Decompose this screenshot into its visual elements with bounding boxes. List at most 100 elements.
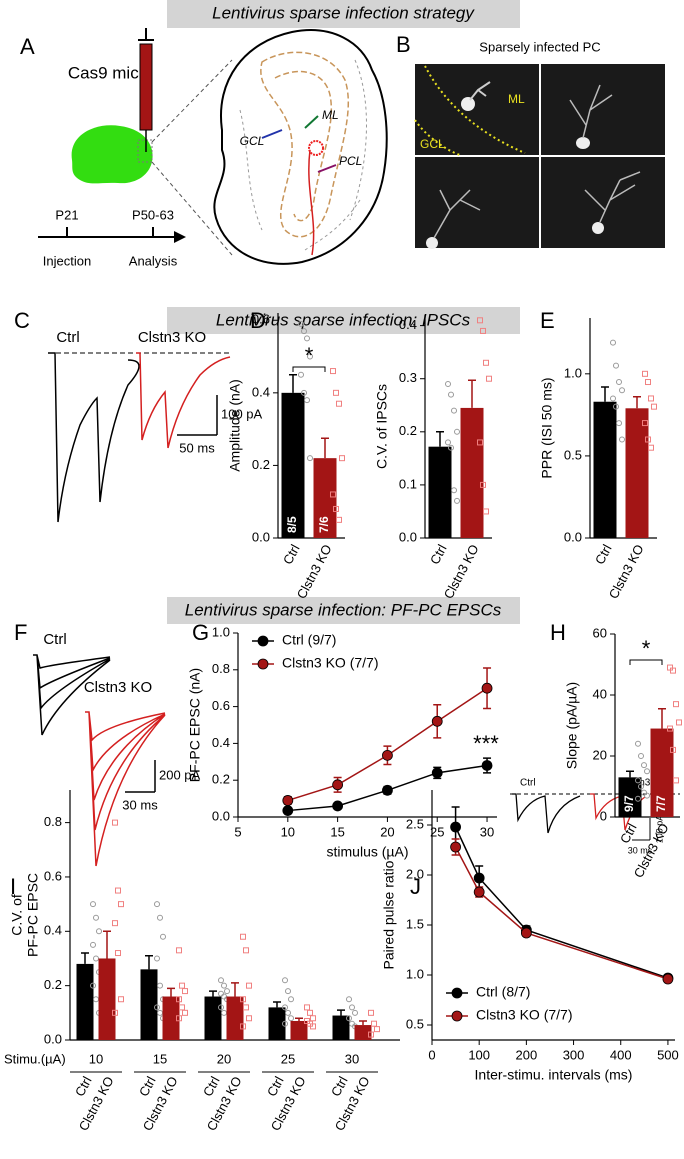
y-tick-label: 1.5: [406, 916, 424, 931]
data-point: [240, 996, 246, 1003]
data-point: [454, 497, 460, 504]
data-point: [221, 1009, 227, 1016]
panel-letter: A: [20, 34, 35, 59]
trace: [136, 352, 231, 449]
bar: [313, 458, 337, 538]
y-axis-title: C.V. of IPSCs: [374, 384, 390, 469]
error-bar: [273, 1001, 281, 1008]
y-tick-label: 0.8: [44, 814, 62, 829]
data-point: [333, 389, 339, 396]
data-point: [298, 320, 304, 327]
data-point: [96, 928, 102, 935]
data-point: [218, 977, 224, 984]
group-label: 25: [281, 1051, 295, 1066]
axon: [308, 149, 315, 256]
y-tick-label: 0.0: [564, 529, 582, 544]
data-point: [644, 792, 650, 799]
data-point: [645, 436, 651, 443]
banner-bg: [167, 307, 520, 334]
data-point: [243, 947, 249, 954]
x-tick-label: 5: [234, 824, 241, 839]
data-point: [352, 1009, 358, 1016]
data-point: [635, 740, 641, 747]
bar: [290, 1020, 308, 1040]
data-point: [246, 1015, 252, 1022]
annotation: ***: [473, 731, 499, 756]
data-point: [182, 1009, 188, 1016]
data-point: [218, 1004, 224, 1011]
y-tick-label: 0.1: [399, 476, 417, 491]
data-point: [451, 407, 457, 414]
bar: [76, 963, 94, 1040]
panel-a: Cas9 mice P21 P50-63 Injection Analysis …: [38, 28, 388, 268]
legend-label: Ctrl (8/7): [476, 984, 530, 1000]
group-label: 30: [345, 1051, 359, 1066]
group-label: 20: [217, 1051, 231, 1066]
data-point: [154, 955, 160, 962]
data-point: [642, 420, 648, 427]
error-bar: [321, 437, 329, 459]
data-point: [382, 784, 393, 796]
data-point: [616, 379, 622, 386]
data-point: [118, 901, 124, 908]
y-tick-label: 0.6: [212, 698, 230, 713]
data-point: [662, 973, 674, 985]
data-point: [619, 387, 625, 394]
layer-line: [260, 51, 350, 238]
bar: [98, 958, 116, 1040]
group-label: 10: [89, 1051, 103, 1066]
data-point: [93, 955, 99, 962]
data-point: [176, 947, 182, 954]
syringe: [139, 43, 153, 131]
data-point: [610, 339, 616, 346]
error-bar: [167, 987, 175, 997]
data-point: [304, 397, 310, 404]
arrow: [317, 164, 337, 173]
data-point: [648, 395, 654, 402]
legend-marker: [257, 635, 269, 647]
error-bar: [209, 990, 217, 997]
banner-bg: [167, 0, 520, 28]
timeline-event: Analysis: [129, 253, 178, 268]
data-point: [651, 403, 657, 410]
y-tick-label: 0.2: [212, 772, 230, 787]
data-point: [644, 768, 650, 775]
bar: [460, 407, 484, 538]
data-point: [288, 1015, 294, 1022]
x-tick-label: 10: [281, 824, 295, 839]
data-point: [431, 715, 443, 727]
y-tick-label: 0.0: [399, 529, 417, 544]
region-label: ML: [322, 108, 339, 122]
scale-label: 100 pA: [221, 406, 263, 421]
arrow: [304, 115, 319, 129]
data-point: [616, 420, 622, 427]
data-point: [157, 914, 163, 921]
cell: [426, 237, 438, 249]
data-point: [481, 760, 493, 771]
bar: [281, 392, 305, 538]
scale-label: 30 ms: [122, 797, 158, 812]
dendrite: [433, 189, 481, 239]
data-point: [112, 920, 118, 927]
data-point: [176, 1015, 182, 1022]
data-point: [638, 753, 644, 759]
data-point: [670, 667, 676, 674]
cell: [461, 97, 475, 111]
region-label: ML: [508, 92, 525, 106]
micrograph: [415, 157, 539, 248]
data-point: [374, 1026, 380, 1033]
data-point: [240, 1023, 246, 1030]
error-bar: [81, 952, 89, 964]
data-point: [450, 821, 461, 833]
data-point: [115, 950, 121, 957]
y-axis-title: PF-PC EPSC (nA): [187, 668, 203, 782]
y-tick-label: 0.4: [212, 735, 230, 750]
trace-label: Ctrl: [43, 631, 66, 648]
trace: [512, 793, 581, 834]
data-point: [310, 1015, 316, 1022]
error-bar: [295, 1017, 303, 1021]
y-axis-title: PPR (ISI 50 ms): [539, 377, 555, 478]
bar: [140, 969, 158, 1040]
x-axis-title: stimulus (µA): [327, 844, 409, 860]
